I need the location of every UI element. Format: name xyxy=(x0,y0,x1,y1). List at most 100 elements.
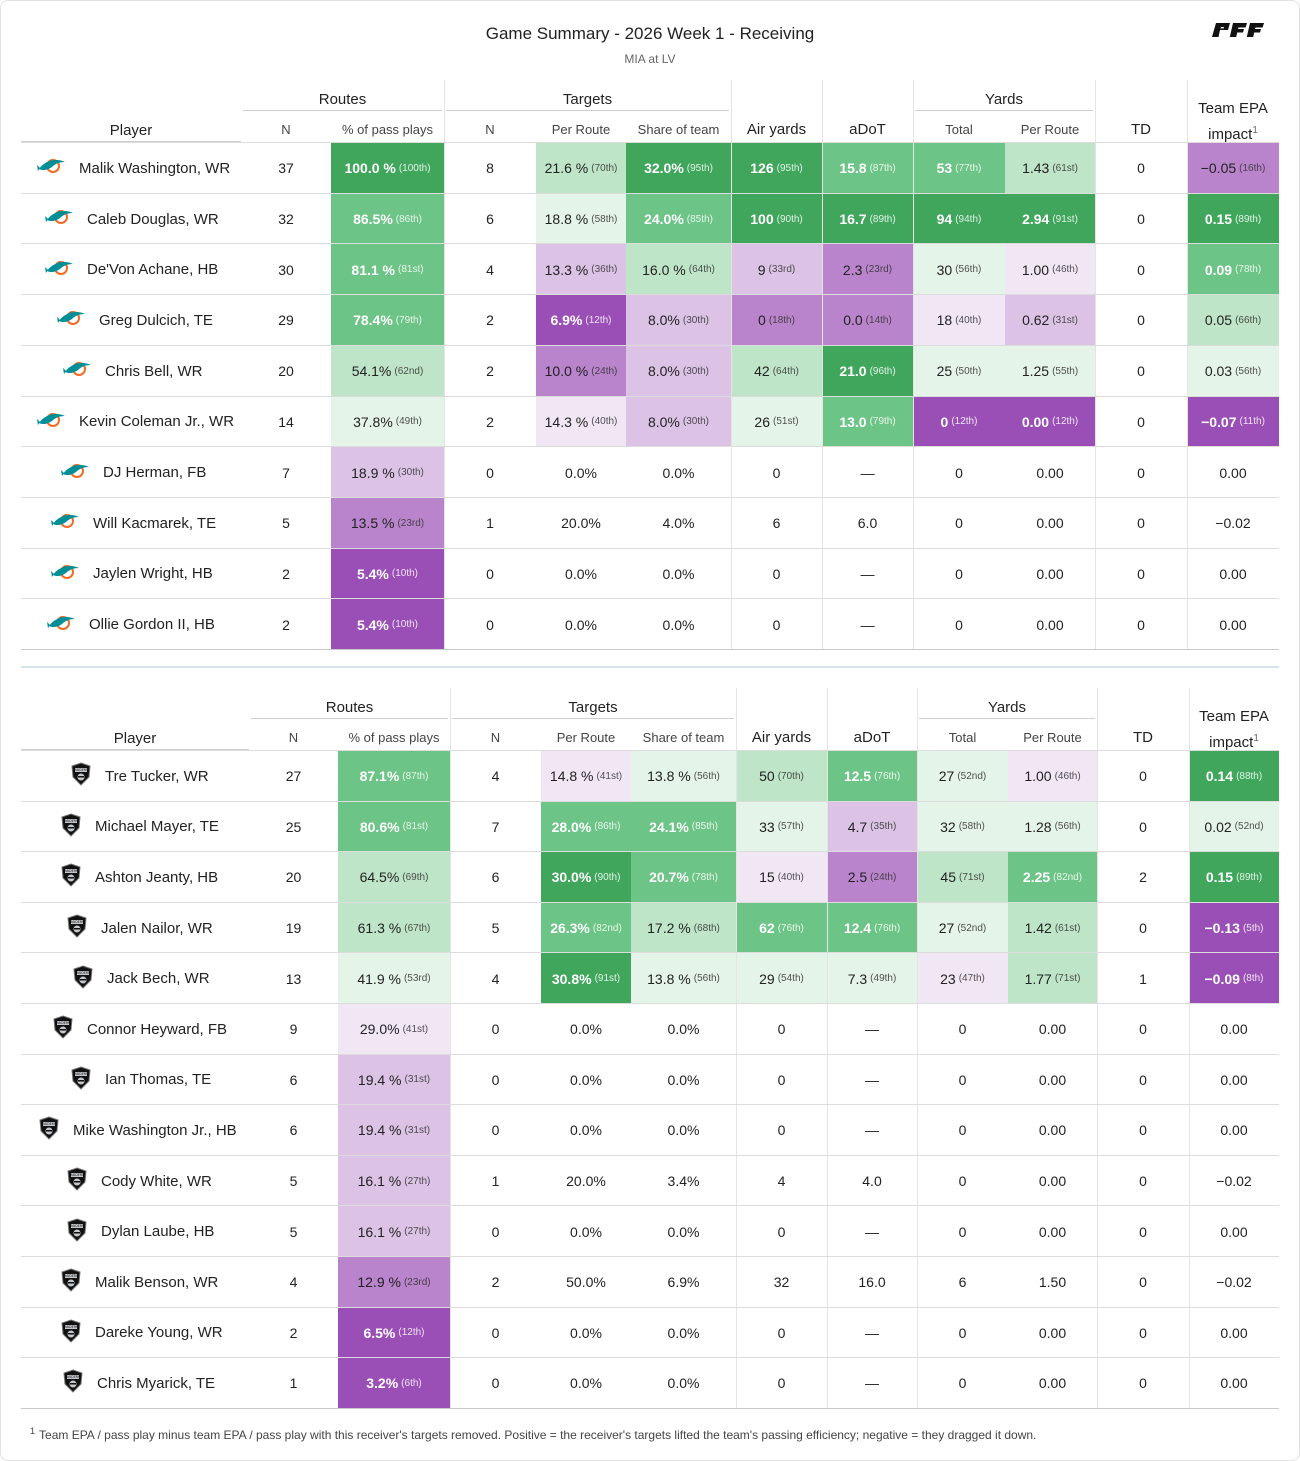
player-name[interactable]: Malik Washington, WR xyxy=(79,159,231,177)
target-share-cell: 0.0% xyxy=(626,447,731,498)
player-name[interactable]: Mike Washington Jr., HB xyxy=(73,1121,237,1139)
header-column-separator xyxy=(822,80,823,142)
table-row: Chris Bell, WR 20 54.1% (62nd) 2 10.0 % (24th)… xyxy=(21,344,1279,397)
target-share-cell-value: 8.0% xyxy=(647,413,680,430)
routes-n-cell-value: 2 xyxy=(282,616,290,633)
row-column-separator xyxy=(827,801,828,853)
targets-per-route-cell: 13.3 % (36th) xyxy=(536,244,626,296)
player-name[interactable]: Ian Thomas, TE xyxy=(105,1071,212,1089)
player-name[interactable]: Tre Tucker, WR xyxy=(105,767,209,785)
route-pct-cell-value: 13.5 % xyxy=(350,515,395,532)
yards-total-cell-value: 94 xyxy=(936,211,953,228)
route-pct-cell: 37.8% (49th) xyxy=(331,396,444,448)
yards-total-cell-percentile: (94th) xyxy=(955,213,982,225)
air-yards-cell-value: 26 xyxy=(754,413,770,430)
epa-impact-cell-value: 0.05 xyxy=(1204,312,1233,329)
row-column-separator xyxy=(1097,1206,1098,1257)
player-name[interactable]: De'Von Achane, HB xyxy=(87,261,219,279)
player-name[interactable]: Michael Mayer, TE xyxy=(95,818,219,836)
yards-per-route-cell-value: 1.25 xyxy=(1021,363,1050,380)
player-name[interactable]: Jaylen Wright, HB xyxy=(93,565,213,583)
targets-per-route-cell-value: 14.3 % xyxy=(544,413,589,430)
adot-cell: 4.7 (35th) xyxy=(827,801,917,853)
player-name[interactable]: Chris Bell, WR xyxy=(105,362,203,380)
player-name[interactable]: Jack Bech, WR xyxy=(107,970,210,988)
player-name[interactable]: Caleb Douglas, WR xyxy=(87,210,219,228)
row-column-separator xyxy=(827,852,828,903)
target-share-cell-value: 6.9% xyxy=(667,1274,700,1291)
header-column-separator xyxy=(827,688,828,750)
yards-per-route-cell: 1.43 (61st) xyxy=(1005,143,1095,194)
row-column-separator xyxy=(450,953,451,1004)
row-column-separator xyxy=(917,1358,918,1409)
player-name[interactable]: Kevin Coleman Jr., WR xyxy=(79,413,235,431)
player-name[interactable]: Dareke Young, WR xyxy=(95,1324,223,1342)
row-column-separator xyxy=(736,902,737,954)
epa-impact-cell-value: 0.03 xyxy=(1204,363,1233,380)
td-cell-value: 0 xyxy=(1137,211,1145,228)
route-pct-cell-percentile: (53rd) xyxy=(403,973,431,985)
targets-n-cell-value: 0 xyxy=(491,1021,500,1038)
route-pct-cell-percentile: (31st) xyxy=(404,1124,431,1136)
row-column-separator xyxy=(827,1004,828,1055)
player-name[interactable]: Connor Heyward, FB xyxy=(87,1020,228,1038)
footnote-marker: 1 xyxy=(30,1426,36,1436)
yards-total-cell-value: 0 xyxy=(958,1071,967,1088)
player-name[interactable]: Ollie Gordon II, HB xyxy=(89,616,215,634)
routes-n-cell: 7 xyxy=(241,447,331,498)
routes-n-cell-value: 32 xyxy=(278,211,294,228)
adot-cell-value: — xyxy=(865,1375,879,1392)
adot-cell-value: 15.8 xyxy=(839,160,867,177)
yards-total-cell: 0 xyxy=(917,1358,1008,1409)
row-column-separator xyxy=(1189,953,1190,1004)
targets-per-route-cell-value: 6.9% xyxy=(550,312,583,329)
row-column-separator xyxy=(917,953,918,1004)
air-yards-cell-value: 0 xyxy=(772,616,781,633)
td-cell-value: 0 xyxy=(1139,1122,1147,1139)
routes-n-cell: 2 xyxy=(241,549,331,600)
targets-n-cell-value: 7 xyxy=(491,818,500,835)
route-pct-cell: 16.1 % (27th) xyxy=(338,1206,450,1257)
route-pct-cell: 12.9 % (23rd) xyxy=(338,1257,450,1308)
epa-impact-cell-value: 0.00 xyxy=(1220,1071,1248,1088)
route-pct-cell-value: 16.1 % xyxy=(357,1223,402,1240)
adot-cell-value: 13.0 xyxy=(839,413,867,430)
player-name[interactable]: Greg Dulcich, TE xyxy=(99,311,213,329)
player-name[interactable]: Cody White, WR xyxy=(101,1172,212,1190)
player-name[interactable]: DJ Herman, FB xyxy=(103,464,207,482)
table-row: DJ Herman, FB 7 18.9 % (30th) 0 0.0% 0.0% 0 — 0 0.… xyxy=(21,446,1279,498)
targets-per-route-cell-value: 10.0 % xyxy=(544,363,589,380)
target-share-cell: 8.0% (30th) xyxy=(626,295,731,346)
row-column-separator xyxy=(731,193,732,245)
player-name[interactable]: Ashton Jeanty, HB xyxy=(95,868,219,886)
player-name[interactable]: Will Kacmarek, TE xyxy=(93,514,217,532)
targets-per-route-header: Per Route xyxy=(551,122,611,137)
td-cell-value: 0 xyxy=(1139,768,1147,785)
air-yards-cell-value: 126 xyxy=(750,160,774,177)
routes-n-cell-value: 29 xyxy=(278,312,294,329)
player-name[interactable]: Dylan Laube, HB xyxy=(101,1223,215,1241)
air-yards-cell-value: 6 xyxy=(772,515,781,532)
yards-per-route-cell-percentile: (61st) xyxy=(1052,162,1078,174)
player-name[interactable]: Chris Myarick, TE xyxy=(97,1374,216,1392)
td-cell: 0 xyxy=(1097,802,1189,853)
epa-impact-cell-percentile: (56th) xyxy=(1235,365,1262,377)
air-yards-header: Air yards xyxy=(746,121,807,138)
player-name[interactable]: Jalen Nailor, WR xyxy=(101,919,213,937)
epa-impact-cell: 0.15 (89th) xyxy=(1187,193,1279,245)
row-column-separator xyxy=(913,295,914,346)
targets-per-route-cell-value: 0.0% xyxy=(565,616,597,633)
yards-per-route-header: Per Route xyxy=(1023,730,1082,745)
adot-cell: 21.0 (96th) xyxy=(822,345,913,397)
target-share-cell: 13.8 % (56th) xyxy=(631,953,736,1004)
air-yards-cell-value: 50 xyxy=(759,768,775,785)
adot-cell: 16.7 (89th) xyxy=(822,193,913,245)
raiders-logo-icon: RAIDERS xyxy=(59,1319,83,1347)
route-pct-cell-value: 12.9 % xyxy=(357,1274,401,1291)
row-column-separator xyxy=(1187,193,1188,245)
player-name[interactable]: Malik Benson, WR xyxy=(95,1273,219,1291)
routes-n-cell-value: 2 xyxy=(282,565,290,582)
row-column-separator xyxy=(444,599,445,650)
epa-impact-cell-value: 0.00 xyxy=(1219,565,1247,582)
target-share-cell: 8.0% (30th) xyxy=(626,345,731,397)
